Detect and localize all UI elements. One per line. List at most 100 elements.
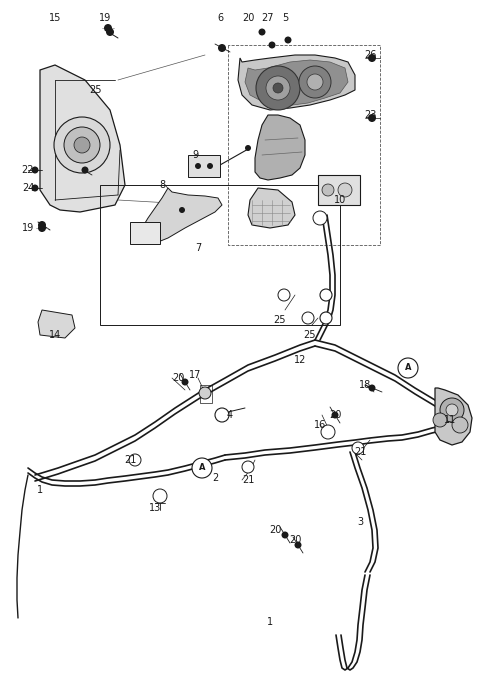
Polygon shape — [245, 60, 348, 106]
Circle shape — [38, 224, 46, 232]
Polygon shape — [435, 388, 472, 445]
Text: 14: 14 — [49, 330, 61, 340]
Text: 23: 23 — [364, 110, 376, 120]
Text: 20: 20 — [242, 13, 254, 23]
Circle shape — [440, 398, 464, 422]
Text: 19: 19 — [99, 13, 111, 23]
Polygon shape — [255, 115, 305, 180]
Bar — [318, 175, 360, 205]
Text: 26: 26 — [364, 50, 376, 60]
Circle shape — [398, 358, 418, 378]
Circle shape — [245, 464, 251, 469]
Text: 16: 16 — [314, 420, 326, 430]
Circle shape — [452, 417, 468, 433]
Circle shape — [132, 458, 137, 462]
Circle shape — [256, 66, 300, 110]
Circle shape — [281, 531, 288, 538]
Circle shape — [179, 207, 185, 213]
Text: 1: 1 — [267, 617, 273, 627]
Bar — [100, 185, 340, 325]
Circle shape — [356, 445, 360, 451]
Text: 12: 12 — [294, 355, 306, 365]
Circle shape — [268, 42, 276, 48]
Circle shape — [305, 316, 311, 320]
Circle shape — [368, 114, 376, 122]
Text: 11: 11 — [444, 415, 456, 425]
Circle shape — [302, 312, 314, 324]
Circle shape — [446, 404, 458, 416]
Circle shape — [266, 76, 290, 100]
Text: 25: 25 — [304, 330, 316, 340]
Circle shape — [38, 221, 46, 229]
Circle shape — [273, 83, 283, 93]
Circle shape — [281, 292, 287, 298]
Circle shape — [320, 289, 332, 301]
Text: 13: 13 — [149, 503, 161, 513]
Polygon shape — [38, 310, 75, 338]
Circle shape — [106, 28, 114, 36]
Circle shape — [207, 163, 213, 169]
Circle shape — [324, 292, 328, 298]
Circle shape — [199, 387, 211, 399]
Circle shape — [352, 442, 364, 454]
Circle shape — [104, 24, 112, 32]
Circle shape — [64, 127, 100, 163]
Text: 25: 25 — [274, 315, 286, 325]
Text: 1: 1 — [37, 485, 43, 495]
Circle shape — [368, 54, 376, 62]
Circle shape — [219, 412, 225, 418]
Circle shape — [322, 184, 334, 196]
Polygon shape — [40, 65, 125, 212]
Text: 24: 24 — [22, 183, 34, 193]
Polygon shape — [248, 188, 295, 228]
Text: 15: 15 — [49, 13, 61, 23]
Circle shape — [332, 411, 338, 419]
Circle shape — [320, 312, 332, 324]
Circle shape — [325, 429, 331, 435]
Circle shape — [157, 493, 163, 499]
Circle shape — [32, 184, 38, 191]
Circle shape — [338, 183, 352, 197]
Circle shape — [203, 391, 207, 395]
Circle shape — [218, 44, 226, 52]
Text: 20: 20 — [269, 525, 281, 535]
Text: 18: 18 — [359, 380, 371, 390]
Text: 20: 20 — [172, 373, 184, 383]
Text: 25: 25 — [89, 85, 101, 95]
Text: 21: 21 — [124, 455, 136, 465]
Circle shape — [245, 145, 251, 151]
Circle shape — [295, 542, 301, 548]
Circle shape — [215, 408, 229, 422]
Text: 21: 21 — [354, 447, 366, 457]
Circle shape — [195, 163, 201, 169]
Text: 8: 8 — [159, 180, 165, 190]
Circle shape — [242, 461, 254, 473]
Text: 7: 7 — [195, 243, 201, 253]
Text: 3: 3 — [357, 517, 363, 527]
Polygon shape — [142, 188, 222, 242]
Circle shape — [181, 378, 189, 385]
Text: A: A — [199, 464, 205, 473]
Circle shape — [54, 117, 110, 173]
Circle shape — [82, 167, 88, 173]
Circle shape — [74, 137, 90, 153]
Bar — [130, 222, 160, 244]
Text: 17: 17 — [189, 370, 201, 380]
Circle shape — [285, 36, 291, 44]
Text: 6: 6 — [217, 13, 223, 23]
Circle shape — [313, 211, 327, 225]
Circle shape — [369, 385, 375, 391]
Text: 10: 10 — [334, 195, 346, 205]
Circle shape — [259, 29, 265, 36]
Text: 27: 27 — [262, 13, 274, 23]
Text: 21: 21 — [242, 475, 254, 485]
Circle shape — [317, 215, 323, 221]
Text: 20: 20 — [329, 410, 341, 420]
Circle shape — [321, 425, 335, 439]
Text: 5: 5 — [282, 13, 288, 23]
Polygon shape — [238, 55, 355, 110]
Bar — [200, 385, 212, 403]
Text: 9: 9 — [192, 150, 198, 160]
Circle shape — [278, 289, 290, 301]
Circle shape — [307, 74, 323, 90]
